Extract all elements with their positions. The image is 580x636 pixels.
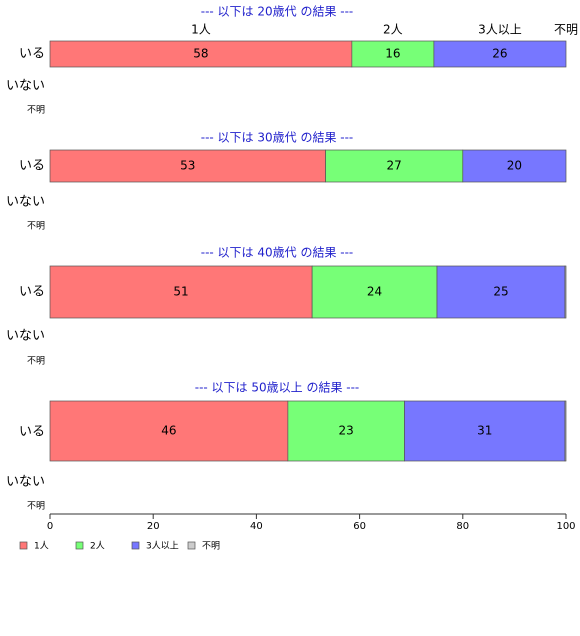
category-label: いる (19, 425, 45, 440)
x-tick-label: 40 (250, 521, 263, 532)
bar-segment (564, 265, 567, 319)
value-label: 26 (492, 47, 507, 61)
category-label: いる (19, 285, 45, 300)
panel-title: --- 以下は 30歳代 の結果 --- (201, 131, 354, 145)
bar-segment (49, 149, 326, 183)
series-label: 不明 (554, 23, 578, 37)
value-label: 31 (477, 424, 492, 438)
category-label: いない (6, 329, 45, 344)
category-label: いない (6, 195, 45, 210)
x-tick-label: 60 (353, 521, 366, 532)
legend-label: 1人 (34, 541, 49, 552)
bar-segment (49, 40, 353, 68)
bar-segment (404, 400, 566, 462)
value-label: 46 (161, 424, 176, 438)
category-label: いない (6, 79, 45, 94)
value-label: 53 (180, 159, 195, 173)
value-label: 20 (507, 159, 522, 173)
legend-label: 不明 (202, 541, 220, 552)
category-label: 不明 (27, 105, 45, 116)
value-label: 51 (173, 285, 188, 299)
value-label: 25 (493, 285, 508, 299)
bar-segment (49, 265, 313, 319)
category-label: 不明 (27, 501, 45, 512)
category-label: 不明 (27, 356, 45, 367)
x-tick-label: 0 (47, 521, 53, 532)
x-tick-label: 80 (456, 521, 469, 532)
series-label: 3人以上 (478, 23, 522, 37)
panel-title: --- 以下は 40歳代 の結果 --- (201, 246, 354, 260)
x-tick-label: 20 (147, 521, 160, 532)
legend-label: 2人 (90, 541, 105, 552)
series-label: 1人 (191, 23, 211, 37)
legend-swatch (187, 541, 196, 550)
bar-segment (311, 265, 438, 319)
category-label: いない (6, 475, 45, 490)
bar-segment (436, 265, 566, 319)
legend-swatch (131, 541, 140, 550)
category-label: いる (19, 159, 45, 174)
bar-segment (351, 40, 435, 68)
value-label: 27 (387, 159, 402, 173)
bar-segment (462, 149, 567, 183)
legend-swatch (19, 541, 28, 550)
bar-segment (49, 400, 289, 462)
value-label: 23 (339, 424, 354, 438)
bar-segment (564, 400, 567, 462)
x-tick-label: 100 (556, 521, 575, 532)
bar-segment (325, 149, 464, 183)
legend-swatch (75, 541, 84, 550)
panel-title: --- 以下は 50歳以上 の結果 --- (195, 381, 360, 395)
value-label: 24 (367, 285, 382, 299)
legend-label: 3人以上 (146, 541, 179, 552)
category-label: いる (19, 47, 45, 62)
category-label: 不明 (27, 221, 45, 232)
series-label: 2人 (383, 23, 403, 37)
value-label: 58 (193, 47, 208, 61)
bar-segment (433, 40, 567, 68)
panel-title: --- 以下は 20歳代 の結果 --- (201, 5, 354, 19)
value-label: 16 (385, 47, 400, 61)
